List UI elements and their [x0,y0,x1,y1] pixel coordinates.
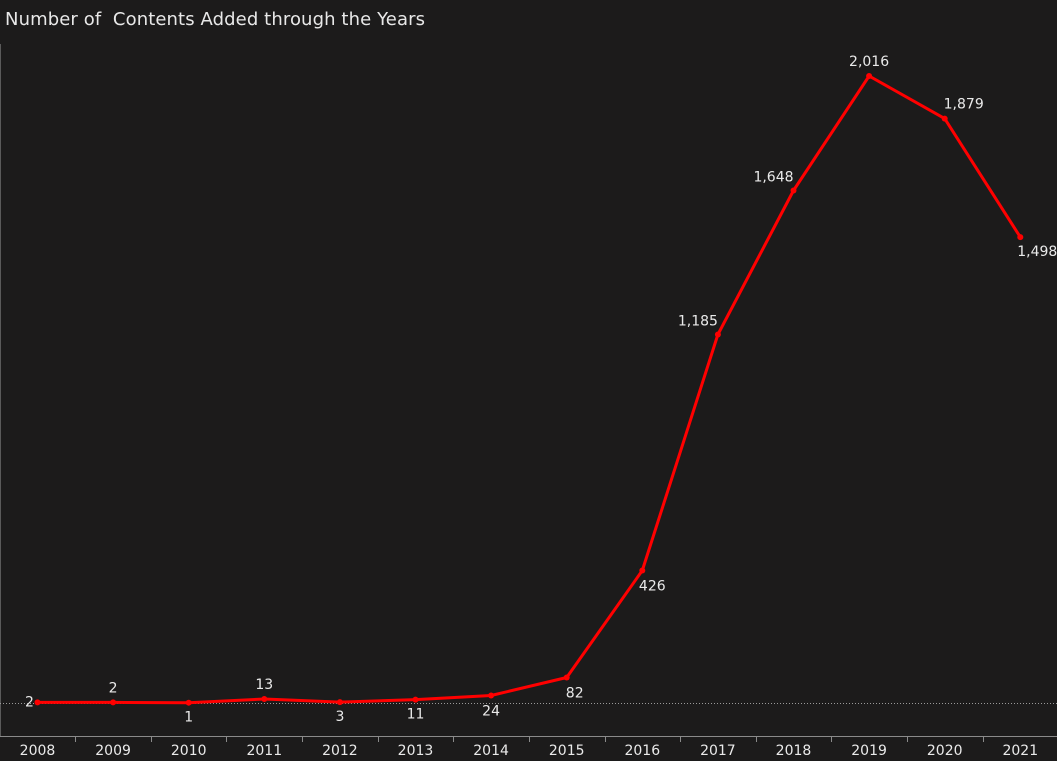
chart-title: Number of Contents Added through the Yea… [5,9,426,30]
x-tick-label: 2017 [700,743,736,759]
data-point [563,674,570,681]
x-tick-label: 2016 [624,743,660,759]
data-label: 2 [25,694,34,710]
data-point [185,699,192,706]
data-label: 1,648 [753,169,793,185]
data-point [412,696,419,703]
x-tick-label: 2012 [322,743,358,759]
x-tick-label: 2013 [398,743,434,759]
data-point [34,699,41,706]
x-tick-label: 2019 [851,743,887,759]
x-tick-label: 2020 [927,743,963,759]
data-label: 1,185 [678,313,718,329]
x-tick-label: 2009 [95,743,131,759]
data-point [336,699,343,706]
data-point [639,567,646,574]
data-point [790,187,797,194]
data-point [1017,234,1024,241]
x-tick-label: 2010 [171,743,207,759]
data-label: 82 [566,685,584,701]
data-label: 11 [407,707,425,723]
data-point [488,692,495,699]
data-label: 1,879 [944,97,984,113]
data-label: 3 [335,709,344,725]
data-point [714,331,721,338]
data-label: 24 [482,704,500,720]
data-point [941,115,948,122]
data-point [261,695,268,702]
data-label: 1,498 [1017,244,1057,260]
x-tick-label: 2011 [246,743,282,759]
data-point [866,73,873,79]
data-label: 1 [184,710,193,726]
data-label: 2 [109,680,118,696]
data-label: 13 [255,677,273,693]
data-label: 426 [639,579,666,595]
x-tick-label: 2014 [473,743,509,759]
x-tick-label: 2021 [1002,743,1038,759]
data-point [110,699,117,706]
data-label: 2,016 [849,54,889,70]
series-line [36,74,1022,705]
x-tick-label: 2015 [549,743,585,759]
x-tick-label: 2008 [20,743,56,759]
x-tick-label: 2018 [776,743,812,759]
